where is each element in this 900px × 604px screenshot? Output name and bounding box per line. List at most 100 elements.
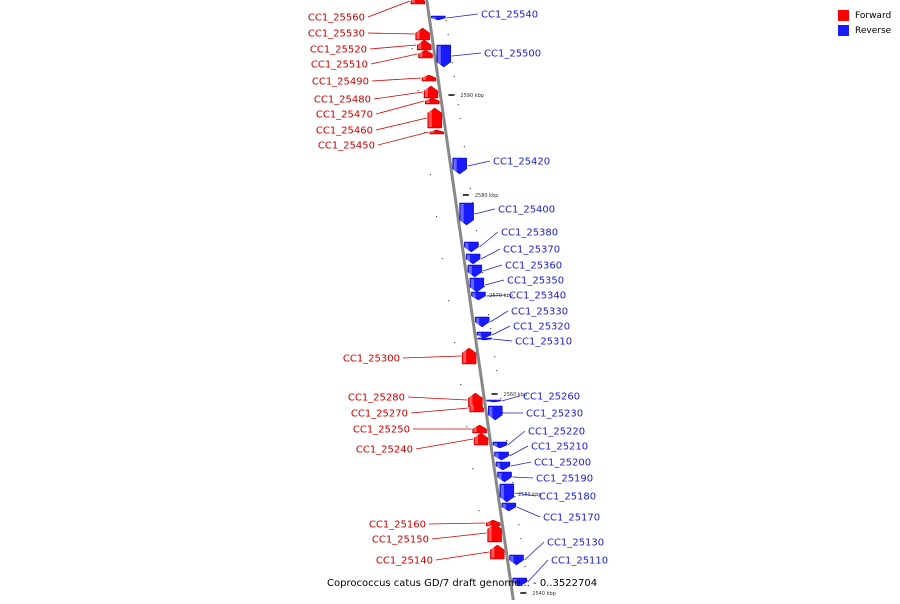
- forward-gene-feature[interactable]: [423, 85, 439, 99]
- gene-label[interactable]: CC1_25340: [509, 291, 566, 302]
- gene-label[interactable]: CC1_25250: [353, 425, 410, 436]
- reverse-gene-feature[interactable]: [476, 331, 492, 339]
- reverse-gene-feature[interactable]: [471, 291, 486, 301]
- reverse-gene-feature[interactable]: [436, 44, 452, 68]
- forward-gene-feature[interactable]: [468, 392, 483, 408]
- gene-label[interactable]: CC1_25510: [311, 60, 368, 71]
- reverse-gene-feature[interactable]: [509, 554, 524, 566]
- minor-dot: [506, 440, 508, 442]
- gene-label[interactable]: CC1_25560: [308, 13, 365, 24]
- gene-label[interactable]: CC1_25110: [551, 556, 608, 567]
- reverse-gene-feature[interactable]: [459, 202, 474, 226]
- forward-gene-feature[interactable]: [416, 39, 432, 51]
- gene-label[interactable]: CC1_25380: [501, 228, 558, 239]
- forward-gene-feature[interactable]: [472, 424, 487, 434]
- forward-gene-feature[interactable]: [490, 544, 505, 560]
- forward-gene-feature[interactable]: [427, 107, 442, 129]
- forward-gene-feature[interactable]: [421, 74, 437, 82]
- minor-dot: [494, 356, 496, 358]
- gene-label[interactable]: CC1_25520: [310, 45, 367, 56]
- gene-label[interactable]: CC1_25150: [372, 535, 429, 546]
- forward-gene-feature[interactable]: [415, 27, 430, 41]
- genome-axis-line: [425, 0, 516, 604]
- reverse-gene-feature[interactable]: [488, 405, 503, 421]
- reverse-gene-feature[interactable]: [477, 337, 492, 341]
- gene-label[interactable]: CC1_25130: [547, 538, 604, 549]
- gene-leader-line: [369, 44, 417, 50]
- gene-label[interactable]: CC1_25260: [523, 392, 580, 403]
- gene-label[interactable]: CC1_25210: [531, 442, 588, 453]
- minor-dot: [453, 76, 455, 78]
- forward-gene-feature[interactable]: [461, 347, 477, 365]
- gene-leader-line: [509, 445, 529, 457]
- reverse-gene-feature[interactable]: [492, 441, 508, 449]
- gene-leader-line: [474, 208, 496, 215]
- gene-label[interactable]: CC1_25400: [498, 205, 555, 216]
- gene-label[interactable]: CC1_25170: [543, 513, 600, 524]
- gene-label[interactable]: CC1_25280: [348, 393, 405, 404]
- gene-label[interactable]: CC1_25240: [356, 445, 413, 456]
- reverse-gene-feature[interactable]: [495, 461, 511, 471]
- gene-label[interactable]: CC1_25220: [528, 427, 585, 438]
- reverse-gene-feature[interactable]: [497, 471, 512, 483]
- minor-dot: [466, 426, 468, 428]
- gene-label[interactable]: CC1_25230: [526, 409, 583, 420]
- legend: Forward Reverse: [838, 8, 891, 38]
- gene-label[interactable]: CC1_25200: [534, 458, 591, 469]
- forward-gene-feature[interactable]: [469, 403, 484, 413]
- minor-dot: [451, 62, 453, 64]
- forward-gene-feature[interactable]: [473, 432, 489, 446]
- reverse-gene-feature[interactable]: [467, 264, 483, 278]
- gene-label[interactable]: CC1_25190: [536, 474, 593, 485]
- reverse-swatch: [838, 25, 849, 36]
- gene-label[interactable]: CC1_25460: [316, 126, 373, 137]
- gene-label[interactable]: CC1_25330: [511, 307, 568, 318]
- forward-swatch: [838, 10, 849, 21]
- reverse-gene-feature[interactable]: [499, 483, 515, 503]
- reverse-gene-feature[interactable]: [512, 577, 527, 587]
- gene-label[interactable]: CC1_25370: [503, 245, 560, 256]
- minor-dot: [508, 454, 510, 456]
- gene-label[interactable]: CC1_25300: [343, 354, 400, 365]
- forward-gene-feature[interactable]: [410, 0, 426, 5]
- gene-label[interactable]: CC1_25450: [318, 141, 375, 152]
- gene-label[interactable]: CC1_25270: [351, 409, 408, 420]
- forward-gene-feature[interactable]: [487, 523, 502, 543]
- gene-leader-line: [371, 77, 421, 82]
- gene-leader-line: [367, 32, 415, 35]
- reverse-gene-feature[interactable]: [469, 277, 485, 293]
- gene-label[interactable]: CC1_25350: [507, 276, 564, 287]
- forward-gene-feature[interactable]: [418, 49, 433, 59]
- gene-label[interactable]: CC1_25180: [539, 492, 596, 503]
- reverse-gene-feature[interactable]: [494, 451, 509, 461]
- reverse-gene-feature[interactable]: [486, 399, 501, 403]
- reverse-gene-feature[interactable]: [431, 15, 446, 21]
- gene-label[interactable]: CC1_25420: [493, 157, 550, 168]
- forward-gene-feature[interactable]: [485, 519, 501, 527]
- reverse-gene-feature[interactable]: [465, 253, 481, 265]
- gene-label[interactable]: CC1_25530: [308, 29, 365, 40]
- reverse-gene-feature[interactable]: [474, 316, 490, 328]
- gene-leader-line: [501, 395, 521, 402]
- gene-leader-line: [491, 325, 511, 336]
- forward-gene-feature[interactable]: [425, 97, 440, 105]
- reverse-gene-feature[interactable]: [464, 241, 479, 253]
- gene-label[interactable]: CC1_25470: [316, 110, 373, 121]
- tick-label: 2560 kbp: [504, 392, 528, 398]
- gene-label[interactable]: CC1_25500: [484, 49, 541, 60]
- gene-label[interactable]: CC1_25320: [513, 322, 570, 333]
- minor-dot: [478, 510, 480, 512]
- gene-label[interactable]: CC1_25160: [369, 520, 426, 531]
- gene-label[interactable]: CC1_25360: [505, 261, 562, 272]
- forward-gene-feature[interactable]: [429, 129, 445, 135]
- reverse-gene-feature[interactable]: [452, 157, 467, 175]
- gene-label[interactable]: CC1_25140: [376, 556, 433, 567]
- gene-leader-line: [367, 0, 411, 18]
- gene-leader-line: [407, 396, 468, 401]
- gene-label[interactable]: CC1_25540: [481, 10, 538, 21]
- gene-label[interactable]: CC1_25310: [515, 337, 572, 348]
- gene-leader-line: [484, 279, 505, 286]
- gene-label[interactable]: CC1_25490: [312, 77, 369, 88]
- gene-label[interactable]: CC1_25480: [314, 95, 371, 106]
- reverse-gene-feature[interactable]: [501, 502, 517, 512]
